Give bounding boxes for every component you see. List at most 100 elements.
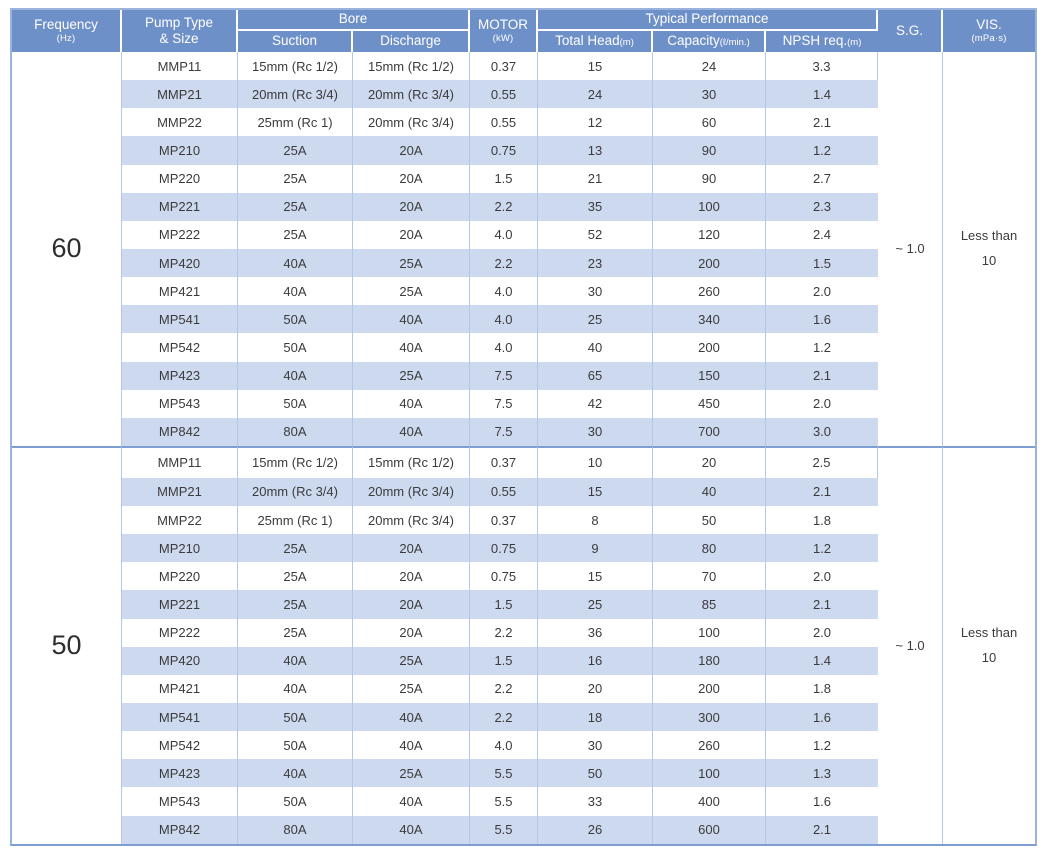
table-row: MP541 50A 40A 4.0 25 340 1.6 — [12, 305, 1035, 334]
total-head-cell: 42 — [538, 389, 653, 418]
table-row: MMP22 25mm (Rc 1) 20mm (Rc 3/4) 0.37 8 50 1.8 — [12, 506, 1035, 535]
header-total-head: Total Head(m) — [538, 31, 653, 52]
bore-suction-cell: 15mm (Rc 1/2) — [238, 445, 353, 478]
bore-suction-cell: 25mm (Rc 1) — [238, 108, 353, 137]
table-row: MP421 40A 25A 4.0 30 260 2.0 — [12, 277, 1035, 306]
bore-suction-cell: 15mm (Rc 1/2) — [238, 52, 353, 81]
total-head-cell: 40 — [538, 333, 653, 362]
capacity-cell: 200 — [653, 333, 766, 362]
bore-discharge-cell: 20mm (Rc 3/4) — [353, 506, 470, 535]
pump-type-cell: MP221 — [122, 590, 238, 619]
bore-suction-cell: 25A — [238, 164, 353, 193]
pump-type-cell: MP222 — [122, 618, 238, 647]
vis-value: Less than 10 — [943, 445, 1035, 844]
frequency-value: 50 — [12, 445, 122, 844]
npsh-cell: 1.4 — [766, 80, 878, 109]
header-motor-unit: (kW) — [492, 33, 514, 45]
total-head-cell: 15 — [538, 562, 653, 591]
pump-type-cell: MP210 — [122, 136, 238, 165]
motor-kw-cell: 5.5 — [470, 759, 538, 788]
pump-type-cell: MP420 — [122, 248, 238, 278]
table-row: MP420 40A 25A 2.2 23 200 1.5 — [12, 248, 1035, 278]
bore-suction-cell: 25A — [238, 220, 353, 249]
bore-suction-cell: 25A — [238, 192, 353, 221]
bore-suction-cell: 25A — [238, 534, 353, 563]
bore-suction-cell: 50A — [238, 389, 353, 418]
bore-discharge-cell: 25A — [353, 646, 470, 675]
bore-discharge-cell: 40A — [353, 305, 470, 334]
total-head-cell: 25 — [538, 305, 653, 334]
npsh-cell: 1.6 — [766, 702, 878, 732]
total-head-cell: 35 — [538, 192, 653, 221]
npsh-cell: 2.1 — [766, 477, 878, 506]
bore-discharge-cell: 20A — [353, 590, 470, 619]
capacity-cell: 200 — [653, 674, 766, 703]
header-suction: Suction — [238, 31, 353, 52]
bore-suction-cell: 25A — [238, 562, 353, 591]
motor-kw-cell: 4.0 — [470, 333, 538, 362]
motor-kw-cell: 5.5 — [470, 787, 538, 816]
total-head-cell: 18 — [538, 702, 653, 732]
total-head-cell: 8 — [538, 506, 653, 535]
table-row: MP220 25A 20A 0.75 15 70 2.0 — [12, 562, 1035, 591]
table-row: MP210 25A 20A 0.75 13 90 1.2 — [12, 136, 1035, 165]
npsh-cell: 1.2 — [766, 136, 878, 165]
motor-kw-cell: 4.0 — [470, 305, 538, 334]
header-motor-label: MOTOR — [478, 17, 528, 33]
table-row: MP221 25A 20A 1.5 25 85 2.1 — [12, 590, 1035, 619]
table-row: MP541 50A 40A 2.2 18 300 1.6 — [12, 702, 1035, 732]
motor-kw-cell: 1.5 — [470, 164, 538, 193]
npsh-cell: 1.2 — [766, 333, 878, 362]
total-head-cell: 10 — [538, 445, 653, 478]
bore-suction-cell: 50A — [238, 731, 353, 760]
motor-kw-cell: 2.2 — [470, 618, 538, 647]
npsh-cell: 2.0 — [766, 277, 878, 306]
capacity-cell: 600 — [653, 815, 766, 844]
capacity-cell: 20 — [653, 445, 766, 478]
bore-suction-cell: 25A — [238, 590, 353, 619]
table-row: MP210 25A 20A 0.75 9 80 1.2 — [12, 534, 1035, 563]
bore-discharge-cell: 20mm (Rc 3/4) — [353, 80, 470, 109]
sg-value: ~ 1.0 — [878, 445, 943, 844]
capacity-cell: 300 — [653, 702, 766, 732]
total-head-cell: 20 — [538, 674, 653, 703]
total-head-cell: 26 — [538, 815, 653, 844]
pump-type-cell: MP543 — [122, 389, 238, 418]
npsh-cell: 1.6 — [766, 305, 878, 334]
total-head-cell: 24 — [538, 80, 653, 109]
npsh-cell: 2.7 — [766, 164, 878, 193]
pump-type-cell: MP842 — [122, 815, 238, 844]
header-frequency-label: Frequency — [34, 17, 98, 33]
header-frequency: Frequency (Hz) — [12, 10, 122, 52]
bore-discharge-cell: 40A — [353, 702, 470, 732]
bore-discharge-cell: 40A — [353, 389, 470, 418]
bore-suction-cell: 40A — [238, 277, 353, 306]
bore-suction-cell: 25A — [238, 136, 353, 165]
bore-discharge-cell: 20mm (Rc 3/4) — [353, 108, 470, 137]
bore-discharge-cell: 20mm (Rc 3/4) — [353, 477, 470, 506]
pump-type-cell: MP220 — [122, 562, 238, 591]
table-row: MP423 40A 25A 7.5 65 150 2.1 — [12, 361, 1035, 390]
table-row: MP420 40A 25A 1.5 16 180 1.4 — [12, 646, 1035, 675]
sg-value: ~ 1.0 — [878, 52, 943, 446]
capacity-cell: 200 — [653, 248, 766, 278]
bore-suction-cell: 80A — [238, 815, 353, 844]
table-row: MMP21 20mm (Rc 3/4) 20mm (Rc 3/4) 0.55 15 40 2… — [12, 477, 1035, 506]
header-discharge: Discharge — [353, 31, 470, 52]
motor-kw-cell: 7.5 — [470, 417, 538, 446]
bore-discharge-cell: 25A — [353, 674, 470, 703]
table-row: MP542 50A 40A 4.0 30 260 1.2 — [12, 731, 1035, 760]
table-body: 60 MMP11 15mm (Rc 1/2) 15mm (Rc 1/2) 0.37 15 2… — [12, 52, 1035, 844]
total-head-cell: 9 — [538, 534, 653, 563]
header-capacity: Capacity(ℓ/min.) — [653, 31, 766, 52]
table-row: MP423 40A 25A 5.5 50 100 1.3 — [12, 759, 1035, 788]
capacity-cell: 120 — [653, 220, 766, 249]
capacity-cell: 450 — [653, 389, 766, 418]
table-row: MP222 25A 20A 4.0 52 120 2.4 — [12, 220, 1035, 249]
bore-discharge-cell: 20A — [353, 136, 470, 165]
pump-type-cell: MP842 — [122, 417, 238, 446]
header-pump-type-line2: & Size — [159, 31, 199, 46]
capacity-cell: 260 — [653, 731, 766, 760]
total-head-cell: 36 — [538, 618, 653, 647]
npsh-cell: 1.2 — [766, 534, 878, 563]
